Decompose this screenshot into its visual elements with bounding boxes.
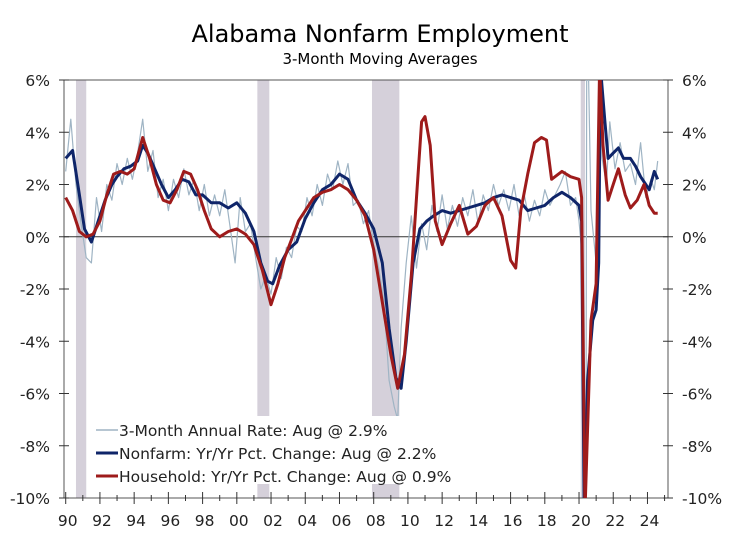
y-tick-label-left: 0%: [25, 229, 50, 247]
x-tick-label: 24: [640, 512, 660, 530]
series-lines: [64, 80, 660, 498]
x-tick-label: 90: [58, 512, 78, 530]
y-tick-label-left: -4%: [20, 333, 50, 351]
x-tick-label: 00: [229, 512, 249, 530]
legend-label-3-month-rate: 3-Month Annual Rate: Aug @ 2.9%: [119, 422, 387, 440]
legend-label-household: Household: Yr/Yr Pct. Change: Aug @ 0.9%: [119, 468, 451, 486]
y-tick-label-right: -4%: [682, 333, 712, 351]
x-tick-label: 92: [92, 512, 112, 530]
y-tick-label-left: -6%: [20, 386, 50, 404]
chart-subtitle: 3-Month Moving Averages: [282, 50, 477, 68]
y-tick-label-right: -6%: [682, 386, 712, 404]
x-tick-label: 20: [571, 512, 591, 530]
x-tick-label: 06: [332, 512, 352, 530]
y-tick-label-right: 6%: [682, 72, 707, 90]
x-tick-label: 18: [537, 512, 557, 530]
y-tick-label-left: 6%: [25, 72, 50, 90]
series-line-household: [64, 80, 658, 498]
y-tick-label-right: 0%: [682, 229, 707, 247]
x-tick-label: 14: [468, 512, 488, 530]
legend: 3-Month Annual Rate: Aug @ 2.9% Nonfarm:…: [88, 416, 468, 486]
x-tick-label: 22: [605, 512, 625, 530]
y-tick-label-left: -2%: [20, 281, 50, 299]
y-tick-label-left: -8%: [20, 438, 50, 456]
x-tick-label: 16: [503, 512, 523, 530]
x-tick-label: 12: [434, 512, 454, 530]
legend-background: [88, 416, 468, 484]
series-line-nonfarm: [64, 80, 660, 498]
x-tick-label: 94: [126, 512, 146, 530]
y-tick-label-right: -2%: [682, 281, 712, 299]
x-tick-label: 96: [161, 512, 181, 530]
x-tick-label: 98: [195, 512, 215, 530]
y-tick-label-right: 2%: [682, 177, 707, 195]
y-tick-label-right: -10%: [682, 490, 722, 508]
y-tick-label-left: 4%: [25, 124, 50, 142]
x-tick-label: 08: [366, 512, 386, 530]
chart-title: Alabama Nonfarm Employment: [191, 20, 568, 48]
legend-label-nonfarm: Nonfarm: Yr/Yr Pct. Change: Aug @ 2.2%: [119, 445, 436, 463]
y-tick-label-right: -8%: [682, 438, 712, 456]
x-tick-label: 10: [400, 512, 420, 530]
y-tick-label-right: 4%: [682, 124, 707, 142]
x-tick-label: 04: [297, 512, 317, 530]
x-tick-label: 02: [263, 512, 283, 530]
y-tick-label-left: -10%: [10, 490, 50, 508]
y-tick-label-left: 2%: [25, 177, 50, 195]
recession-band: [257, 80, 270, 498]
recession-band: [75, 80, 87, 498]
axes: 6% 6% 4% 4% 2% 2% 0% 0% -2% -2% -4% -4% -6% -6% -8% -8%…: [10, 72, 722, 530]
